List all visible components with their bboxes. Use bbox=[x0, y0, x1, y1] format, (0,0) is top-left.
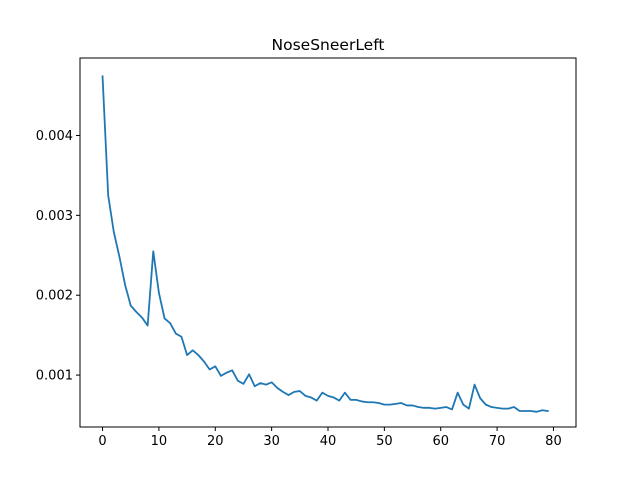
x-tick-label: 30 bbox=[263, 434, 280, 449]
y-axis: 0.001 0.002 0.003 0.004 bbox=[36, 129, 80, 384]
x-tick-label: 70 bbox=[489, 434, 506, 449]
x-tick-label: 20 bbox=[207, 434, 224, 449]
x-tick-label: 10 bbox=[151, 434, 168, 449]
y-tick-label: 0.004 bbox=[36, 129, 73, 144]
y-tick-label: 0.002 bbox=[36, 289, 73, 304]
series-line bbox=[101, 75, 549, 413]
series-layer bbox=[101, 75, 549, 413]
plot-area-frame bbox=[79, 57, 577, 428]
x-tick-label: 50 bbox=[376, 434, 393, 449]
x-tick-label: 0 bbox=[98, 434, 106, 449]
y-tick-label: 0.001 bbox=[36, 369, 73, 384]
y-tick-label: 0.003 bbox=[36, 209, 73, 224]
x-axis: 0 10 20 30 40 50 60 70 80 bbox=[98, 427, 562, 449]
x-tick-label: 80 bbox=[545, 434, 562, 449]
x-tick-label: 60 bbox=[432, 434, 449, 449]
x-tick-label: 40 bbox=[320, 434, 337, 449]
chart-title: NoseSneerLeft bbox=[272, 36, 385, 54]
